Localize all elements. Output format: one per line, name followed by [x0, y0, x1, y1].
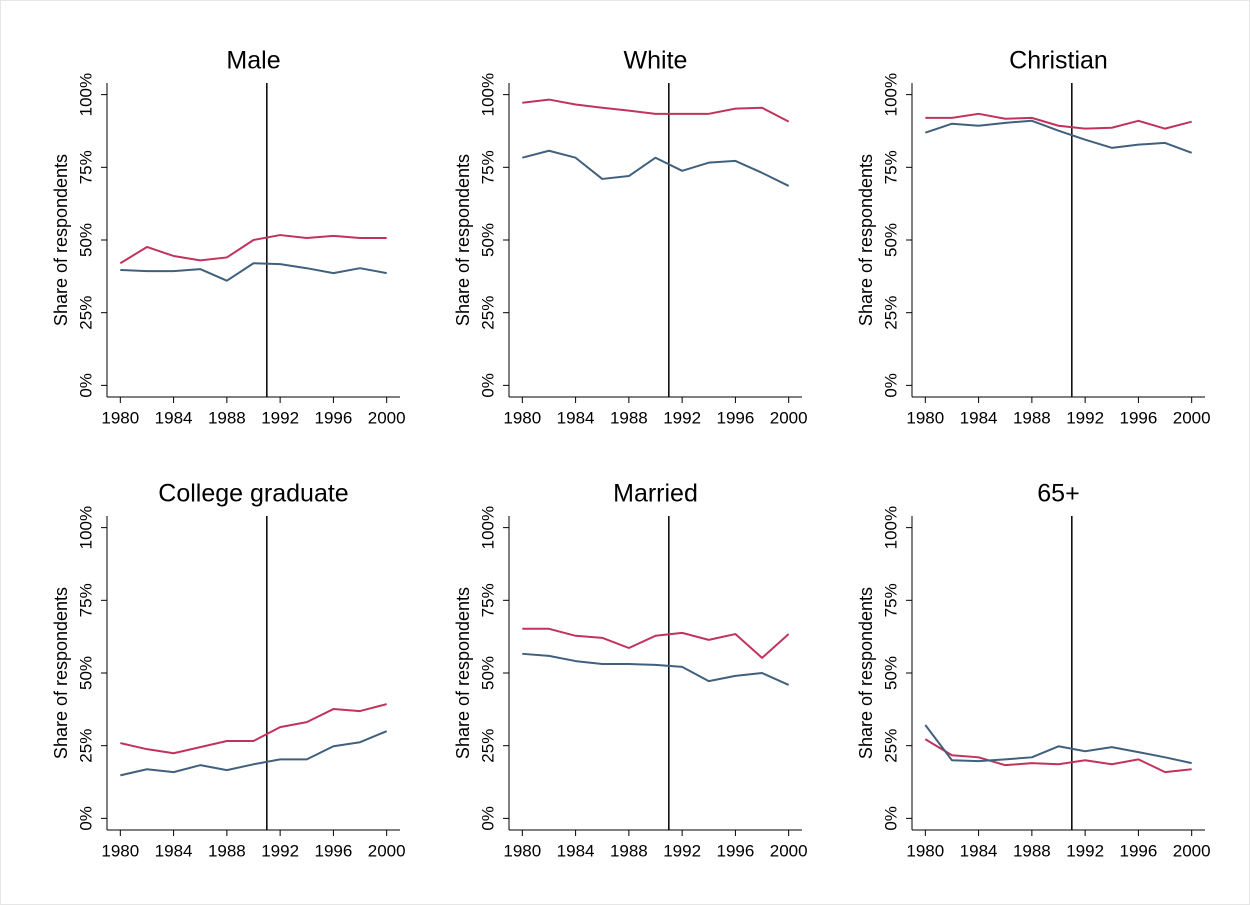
y-tick-label: 0% — [76, 373, 95, 398]
y-tick-label: 100% — [76, 73, 95, 116]
x-tick-label: 1984 — [960, 408, 998, 427]
x-tick-label: 1980 — [101, 841, 139, 860]
panel-title: Married — [613, 480, 698, 508]
x-tick-label: 1984 — [155, 841, 193, 860]
series-line — [924, 724, 1192, 765]
series-line — [119, 234, 387, 265]
x-tick-label: 1992 — [663, 408, 701, 427]
x-tick-label: 1988 — [1013, 408, 1051, 427]
y-axis-title: Share of respondents — [856, 587, 876, 759]
y-tick-label: 100% — [881, 506, 900, 549]
panel: Male Share of respondents 0% 25% 50% 75% 100% 1… — [51, 47, 406, 428]
series-line — [522, 627, 790, 659]
panel: College graduate Share of respondents 0% 25… — [51, 480, 406, 861]
panel-title: White — [624, 47, 688, 75]
series-line — [522, 149, 790, 187]
x-tick-label: 1984 — [557, 841, 595, 860]
y-tick-label: 0% — [881, 806, 900, 831]
y-tick-label: 50% — [881, 656, 900, 690]
panel: White Share of respondents 0% 25% 50% 75% 100%… — [453, 47, 808, 428]
y-tick-label: 0% — [881, 373, 900, 398]
y-tick-label: 75% — [76, 150, 95, 184]
x-tick-label: 1984 — [155, 408, 193, 427]
y-tick-label: 25% — [478, 296, 497, 330]
series-line — [522, 652, 790, 686]
panel-title: College graduate — [158, 480, 348, 508]
x-tick-label: 1988 — [208, 841, 246, 860]
y-axis-title: Share of respondents — [856, 154, 876, 326]
y-tick-label: 25% — [76, 729, 95, 763]
series-line — [924, 119, 1193, 154]
y-tick-label: 50% — [76, 223, 95, 257]
x-tick-label: 1980 — [503, 408, 541, 427]
x-tick-label: 1988 — [610, 841, 648, 860]
y-axis-title: Share of respondents — [51, 587, 71, 759]
y-tick-label: 50% — [478, 223, 497, 257]
x-tick-label: 1992 — [1066, 408, 1104, 427]
y-tick-label: 0% — [76, 806, 95, 831]
series-line — [925, 112, 1192, 130]
panel: Christian Share of respondents 0% 25% 50% 75%… — [856, 47, 1211, 428]
x-tick-label: 1988 — [610, 408, 648, 427]
y-tick-label: 100% — [478, 506, 497, 549]
y-tick-label: 100% — [881, 73, 900, 116]
y-tick-label: 50% — [76, 656, 95, 690]
y-tick-label: 75% — [881, 583, 900, 617]
y-tick-label: 0% — [478, 373, 497, 398]
x-tick-label: 1988 — [1013, 841, 1051, 860]
x-tick-label: 1980 — [906, 841, 944, 860]
series-line — [522, 98, 790, 123]
series-line — [120, 730, 388, 777]
y-tick-label: 25% — [478, 729, 497, 763]
y-tick-label: 75% — [76, 583, 95, 617]
x-tick-label: 1996 — [314, 408, 352, 427]
x-tick-label: 2000 — [770, 841, 808, 860]
y-tick-label: 75% — [478, 150, 497, 184]
y-axis-title: Share of respondents — [453, 154, 473, 326]
y-tick-label: 75% — [881, 150, 900, 184]
y-tick-label: 25% — [76, 296, 95, 330]
x-tick-label: 2000 — [368, 841, 406, 860]
x-tick-label: 1984 — [557, 408, 595, 427]
x-tick-label: 1996 — [716, 841, 754, 860]
series-line — [120, 262, 387, 282]
x-tick-label: 1988 — [208, 408, 246, 427]
x-tick-label: 1996 — [1119, 408, 1157, 427]
x-tick-label: 1992 — [663, 841, 701, 860]
y-axis-title: Share of respondents — [51, 154, 71, 326]
y-tick-label: 0% — [478, 806, 497, 831]
x-tick-label: 1980 — [503, 841, 541, 860]
x-tick-label: 2000 — [770, 408, 808, 427]
x-tick-label: 2000 — [1173, 408, 1211, 427]
x-tick-label: 1996 — [1119, 841, 1157, 860]
x-tick-label: 1980 — [101, 408, 139, 427]
panel: Married Share of respondents 0% 25% 50% 75% 10… — [453, 480, 808, 861]
x-tick-label: 1992 — [1066, 841, 1104, 860]
y-tick-label: 100% — [478, 73, 497, 116]
panel-title: Male — [226, 47, 280, 75]
x-tick-label: 1980 — [906, 408, 944, 427]
x-tick-label: 1992 — [261, 841, 299, 860]
y-tick-label: 100% — [76, 506, 95, 549]
panel: 65+ Share of respondents 0% 25% 50% 75% 100% 19… — [856, 480, 1211, 861]
x-tick-label: 2000 — [1173, 841, 1211, 860]
x-tick-label: 1996 — [716, 408, 754, 427]
y-tick-label: 25% — [881, 729, 900, 763]
y-tick-label: 75% — [478, 583, 497, 617]
y-tick-label: 25% — [881, 296, 900, 330]
y-axis-title: Share of respondents — [453, 587, 473, 759]
y-tick-label: 50% — [881, 223, 900, 257]
x-tick-label: 1992 — [261, 408, 299, 427]
y-tick-label: 50% — [478, 656, 497, 690]
x-tick-label: 2000 — [368, 408, 406, 427]
panel-title: 65+ — [1037, 480, 1079, 508]
panel-title: Christian — [1009, 47, 1108, 75]
series-line — [120, 703, 387, 755]
x-tick-label: 1996 — [314, 841, 352, 860]
x-tick-label: 1984 — [960, 841, 998, 860]
series-line — [924, 738, 1192, 774]
